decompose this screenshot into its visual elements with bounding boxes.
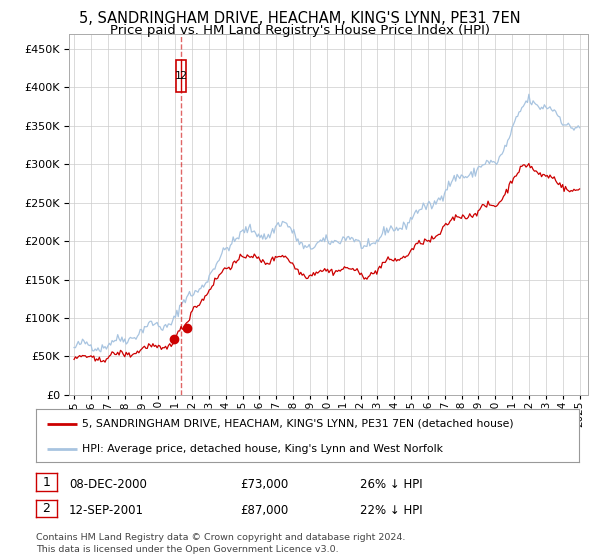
Text: £87,000: £87,000 xyxy=(240,504,288,517)
Text: Price paid vs. HM Land Registry's House Price Index (HPI): Price paid vs. HM Land Registry's House … xyxy=(110,24,490,36)
Text: 5, SANDRINGHAM DRIVE, HEACHAM, KING'S LYNN, PE31 7EN (detached house): 5, SANDRINGHAM DRIVE, HEACHAM, KING'S LY… xyxy=(82,419,514,429)
Text: 22% ↓ HPI: 22% ↓ HPI xyxy=(360,504,422,517)
FancyBboxPatch shape xyxy=(176,60,185,92)
Text: Contains HM Land Registry data © Crown copyright and database right 2024.
This d: Contains HM Land Registry data © Crown c… xyxy=(36,533,406,554)
Text: 08-DEC-2000: 08-DEC-2000 xyxy=(69,478,147,491)
Text: HPI: Average price, detached house, King's Lynn and West Norfolk: HPI: Average price, detached house, King… xyxy=(82,444,443,454)
Text: 1: 1 xyxy=(43,475,50,489)
Text: 2: 2 xyxy=(179,71,187,81)
Text: £73,000: £73,000 xyxy=(240,478,288,491)
Text: 26% ↓ HPI: 26% ↓ HPI xyxy=(360,478,422,491)
Text: 1: 1 xyxy=(175,71,182,81)
Text: 5, SANDRINGHAM DRIVE, HEACHAM, KING'S LYNN, PE31 7EN: 5, SANDRINGHAM DRIVE, HEACHAM, KING'S LY… xyxy=(79,11,521,26)
Text: 12-SEP-2001: 12-SEP-2001 xyxy=(69,504,144,517)
Text: 2: 2 xyxy=(43,502,50,515)
